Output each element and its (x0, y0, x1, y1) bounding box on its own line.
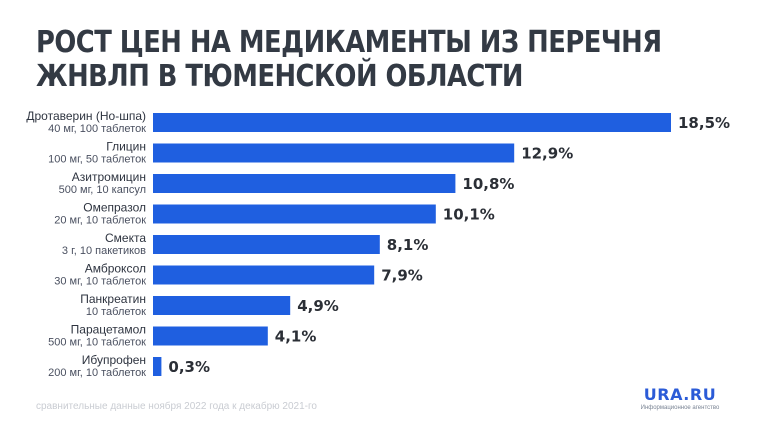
bar (153, 204, 436, 224)
category-name-label: Амброксол (85, 262, 146, 276)
bar (153, 113, 671, 132)
brand-tagline: Информационное агентство (640, 405, 720, 411)
category-name-label: Глицин (106, 140, 146, 154)
bar-row: Дротаверин (Но-шпа)40 мг, 100 таблеток 18… (26, 109, 730, 135)
bar-value-label: 8,1% (387, 236, 429, 254)
category-name-label: Азитромицин (72, 170, 146, 184)
bar-value-label: 10,8% (462, 175, 514, 193)
category-dosage-label: 40 мг, 100 таблеток (48, 123, 146, 135)
category-name-label: Ибупрофен (82, 353, 146, 367)
bar-chart: Дротаверин (Но-шпа)40 мг, 100 таблеток 18… (26, 109, 730, 379)
chart-title: РОСТ ЦЕН НА МЕДИКАМЕНТЫ ИЗ ПЕРЕЧНЯ ЖНВЛП… (36, 25, 662, 94)
brand-logo: URA.RU Информационное агентство (625, 386, 735, 412)
category-dosage-label: 100 мг, 50 таблеток (48, 154, 146, 166)
category-dosage-label: 30 мг, 10 таблеток (54, 276, 146, 288)
bar-value-label: 12,9% (521, 145, 573, 163)
bar (153, 357, 162, 376)
brand-name: URA.RU (643, 385, 717, 404)
category-name-label: Дротаверин (Но-шпа) (26, 109, 146, 123)
category-name-label: Панкреатин (80, 292, 146, 306)
category-name-label: Парацетамол (71, 323, 146, 337)
bar (153, 265, 375, 285)
chart-title-line-1: РОСТ ЦЕН НА МЕДИКАМЕНТЫ ИЗ ПЕРЕЧНЯ (36, 25, 662, 60)
bar (153, 143, 515, 163)
bar-value-label: 0,3% (168, 358, 210, 376)
bar-value-label: 7,9% (381, 267, 423, 285)
category-name-label: Смекта (105, 231, 146, 245)
bar-value-label: 18,5% (678, 114, 730, 132)
category-dosage-label: 10 таблеток (86, 306, 146, 318)
chart-title-line-2: ЖНВЛП В ТЮМЕНСКОЙ ОБЛАСТИ (36, 59, 524, 94)
bar-value-label: 10,1% (443, 206, 495, 224)
category-dosage-label: 500 мг, 10 таблеток (48, 337, 146, 349)
bar (153, 235, 380, 254)
category-dosage-label: 3 г, 10 пакетиков (62, 245, 146, 257)
bar-value-label: 4,1% (275, 328, 317, 346)
category-name-label: Омепразол (83, 201, 146, 215)
bar (153, 326, 268, 346)
bar (153, 174, 456, 193)
bar (153, 296, 291, 315)
category-dosage-label: 200 мг, 10 таблеток (48, 367, 146, 379)
footnote: сравнительные данные ноября 2022 года к … (36, 401, 317, 412)
bar-value-label: 4,9% (297, 297, 339, 315)
category-dosage-label: 500 мг, 10 капсул (59, 184, 146, 196)
category-dosage-label: 20 мг, 10 таблеток (54, 215, 146, 227)
